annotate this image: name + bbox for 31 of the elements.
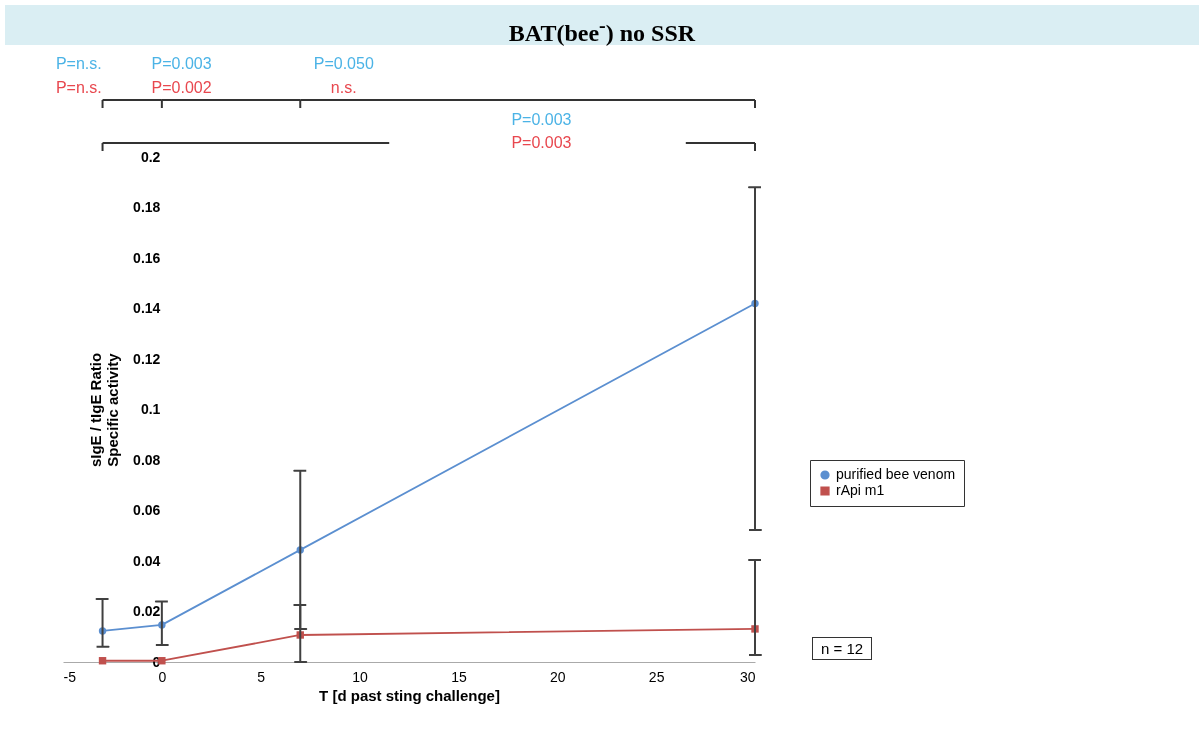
x-tick-label: 15 <box>451 668 467 685</box>
y-tick-label: 0.12 <box>133 350 161 367</box>
legend-label: rApi m1 <box>836 482 885 498</box>
text: n = 12 <box>812 637 873 660</box>
text: P=0.002 <box>151 79 212 96</box>
legend-label: purified bee venom <box>836 466 956 482</box>
text: n.s. <box>330 79 357 96</box>
y-tick-label: 0.16 <box>133 249 161 266</box>
y-tick-label: 0.1 <box>140 401 161 417</box>
text: P=0.003 <box>151 55 212 72</box>
y-tick-label: 0.18 <box>133 199 161 215</box>
x-tick-label: -5 <box>63 668 77 685</box>
text: P=n.s. <box>55 79 102 96</box>
x-tick-label: 10 <box>352 668 369 685</box>
text: P=0.003 <box>511 111 572 128</box>
y-tick-label: 0.08 <box>133 451 161 468</box>
y-axis-title: sIgE / tIgE Ratio Specific activity <box>87 352 122 468</box>
y-tick-label: 0.2 <box>140 148 161 165</box>
x-tick-label: 25 <box>648 668 665 685</box>
y-tick-label: 0.14 <box>133 300 161 316</box>
text: P=n.s. <box>55 55 102 72</box>
x-tick-label: 20 <box>550 668 566 685</box>
text: P=0.003 <box>511 134 572 151</box>
y-tick-label: 0.06 <box>133 502 161 518</box>
y-tick-label: 0.02 <box>133 603 161 619</box>
x-tick-label: 5 <box>257 668 266 685</box>
chart-title: BAT(bee$^{-}$) no SSR <box>5 5 1199 46</box>
x-axis-title: T [d past sting challenge] <box>319 686 500 704</box>
y-tick-label: 0.04 <box>133 552 161 569</box>
text: P=0.050 <box>313 55 374 72</box>
x-tick-label: 30 <box>739 668 756 685</box>
